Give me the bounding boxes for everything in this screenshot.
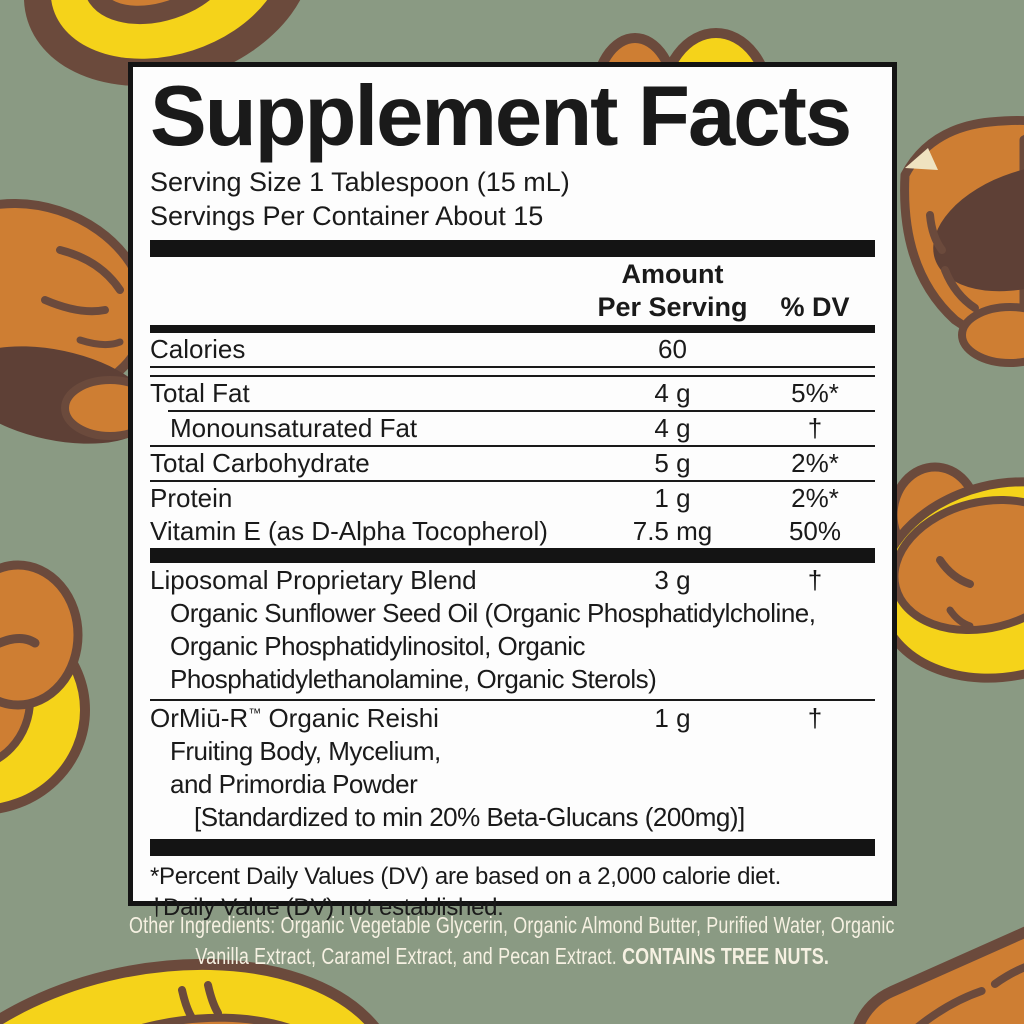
- blend-name: OrMiū-R™ Organic Reishi: [150, 702, 590, 735]
- footnote-dagger: †Daily Value (DV) not established.: [150, 894, 504, 921]
- divider-rule: [150, 480, 875, 482]
- blend-name: Liposomal Proprietary Blend: [150, 565, 477, 595]
- blend-ingredients-line: and Primordia Powder: [170, 769, 418, 799]
- blend-ingredients-line: Phosphatidylethanolamine, Organic Sterol…: [170, 664, 657, 694]
- standardized-note: [Standardized to min 20% Beta-Glucans (2…: [194, 802, 745, 832]
- blend-dv: †: [807, 565, 823, 595]
- nutrient-dv: [755, 333, 875, 366]
- table-row-liposomal-blend: Liposomal Proprietary Blend 3 g †: [150, 564, 875, 597]
- pecan-icon: [848, 884, 1024, 1024]
- nutrient-name: Monounsaturated Fat: [170, 413, 418, 443]
- nutrient-dv: 50%: [788, 516, 842, 546]
- other-ingredients: Other Ingredients: Organic Vegetable Gly…: [0, 910, 1024, 972]
- contains-tree-nuts-warning: CONTAINS TREE NUTS.: [621, 943, 829, 969]
- brand-name: OrMiū-R: [150, 703, 249, 733]
- page-title: Supplement Facts: [150, 69, 852, 164]
- servings-per-container: Servings Per Container About 15: [150, 201, 544, 231]
- pecan-icon: [900, 116, 1024, 367]
- liposomal-blend-section: Liposomal Proprietary Blend 3 g † Organi…: [150, 563, 875, 699]
- nutrient-dv: 2%*: [791, 448, 839, 478]
- nutrient-amount: 60: [658, 334, 687, 364]
- blend-amount: 3 g: [654, 565, 691, 595]
- divider-rule: [168, 410, 875, 412]
- nutrient-dv: †: [807, 413, 823, 443]
- blend-ingredients-line: Organic Sunflower Seed Oil (Organic Phos…: [170, 598, 816, 628]
- blend-name-rest: Organic Reishi: [261, 703, 439, 733]
- divider-bar: [150, 240, 875, 257]
- mushroom-icon: [0, 958, 403, 1024]
- percent-dv-header: % DV: [780, 292, 850, 322]
- table-row-vitamin-e: Vitamin E (as D-Alpha Tocopherol) 7.5 mg…: [150, 515, 875, 548]
- divider-bar: [150, 839, 875, 856]
- nutrient-amount: 5 g: [654, 448, 691, 478]
- trademark-symbol: ™: [248, 705, 262, 721]
- other-ingredients-line2: Vanilla Extract, Caramel Extract, and Pe…: [195, 943, 622, 969]
- divider-bar: [150, 325, 875, 333]
- nutrient-name: Protein: [150, 483, 233, 513]
- blend-amount: 1 g: [654, 703, 691, 733]
- serving-size: Serving Size 1 Tablespoon (15 mL): [150, 167, 570, 197]
- reishi-mushroom-icon: [0, 560, 90, 814]
- blend-ingredients-line: Organic Phosphatidylinositol, Organic: [170, 631, 586, 661]
- nutrient-amount: 4 g: [654, 378, 691, 408]
- nutrient-amount: 1 g: [654, 483, 691, 513]
- other-ingredients-line1: Other Ingredients: Organic Vegetable Gly…: [129, 912, 895, 938]
- nutrient-name: Vitamin E (as D-Alpha Tocopherol): [150, 516, 548, 546]
- footnote-dv: *Percent Daily Values (DV) are based on …: [150, 863, 781, 890]
- table-header: Amount Per Serving % DV: [150, 257, 875, 325]
- mushroom-icon: [23, 0, 313, 86]
- nutrient-name: Calories: [150, 334, 246, 364]
- table-row-reishi: OrMiū-R™ Organic Reishi 1 g †: [150, 702, 875, 735]
- table-row-protein: Protein 1 g 2%*: [150, 482, 875, 515]
- nutrient-dv: 2%*: [791, 483, 839, 513]
- header-spacer: [150, 258, 590, 324]
- nutrient-name: Total Fat: [150, 378, 250, 408]
- blend-ingredients-line: Fruiting Body, Mycelium,: [170, 736, 441, 766]
- nutrient-amount: 4 g: [654, 413, 691, 443]
- divider-bar: [150, 548, 875, 563]
- nutrient-amount: 7.5 mg: [632, 516, 713, 546]
- table-row-total-carbohydrate: Total Carbohydrate 5 g 2%*: [150, 447, 875, 480]
- reishi-section: OrMiū-R™ Organic Reishi 1 g † Fruiting B…: [150, 701, 875, 837]
- supplement-facts-panel: Supplement Facts Serving Size 1 Tablespo…: [128, 62, 897, 921]
- divider-rule: [150, 366, 875, 377]
- pecan-icon: [0, 198, 159, 444]
- footnotes: *Percent Daily Values (DV) are based on …: [150, 861, 875, 923]
- divider-rule: [150, 445, 875, 447]
- table-row-total-fat: Total Fat 4 g 5%*: [150, 377, 875, 410]
- table-row-monounsaturated-fat: Monounsaturated Fat 4 g †: [150, 412, 875, 445]
- amount-per-serving-header: Amount Per Serving: [597, 259, 748, 322]
- table-row-calories: Calories 60: [150, 333, 875, 366]
- blend-dv: †: [807, 703, 823, 733]
- nutrient-name: Total Carbohydrate: [150, 448, 370, 478]
- nutrient-dv: 5%*: [791, 378, 839, 408]
- divider-rule: [150, 699, 875, 701]
